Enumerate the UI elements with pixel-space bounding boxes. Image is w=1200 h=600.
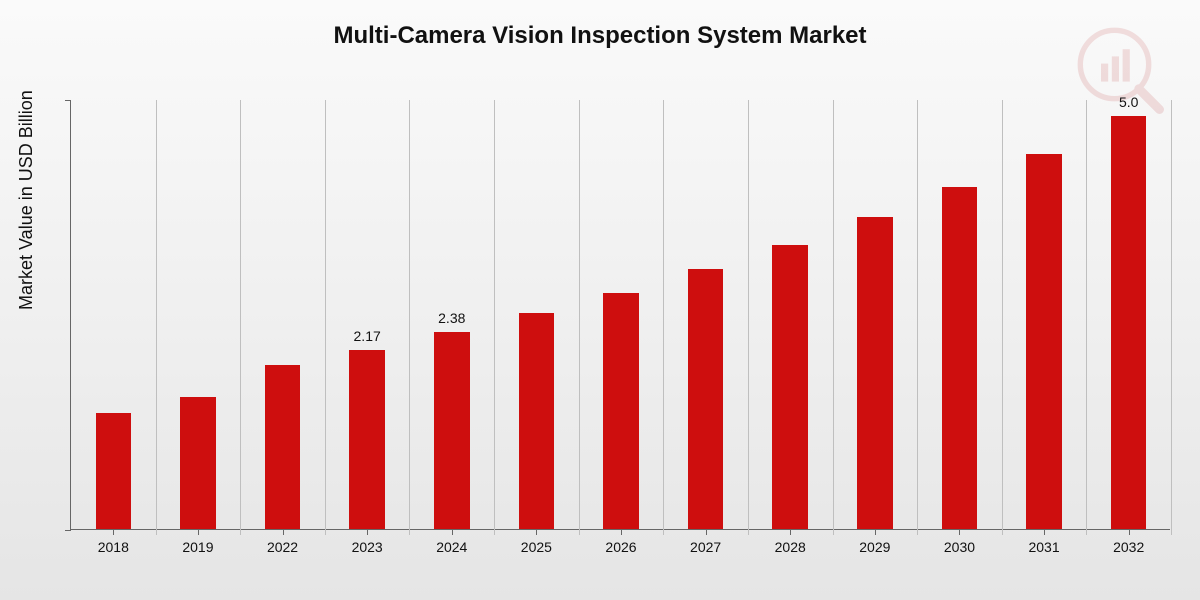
bar [519,313,555,529]
bar [772,245,808,529]
gridline [748,100,749,535]
x-axis-label: 2028 [775,539,806,555]
bar-value-label: 5.0 [1119,94,1138,110]
x-axis-label: 2031 [1028,539,1059,555]
x-tick [1129,529,1130,535]
gridline [1171,100,1172,535]
bar-value-label: 2.38 [438,310,465,326]
y-axis-label: Market Value in USD Billion [16,90,37,310]
gridline [663,100,664,535]
gridline [240,100,241,535]
x-tick [1044,529,1045,535]
x-tick [875,529,876,535]
x-tick [536,529,537,535]
x-tick [283,529,284,535]
gridline [494,100,495,535]
bar [180,397,216,529]
x-tick [452,529,453,535]
gridline [917,100,918,535]
x-axis-label: 2019 [182,539,213,555]
chart-container: Multi-Camera Vision Inspection System Ma… [0,0,1200,600]
y-tick [65,100,71,101]
x-axis-label: 2027 [690,539,721,555]
bar [688,269,724,529]
bar [96,413,132,529]
x-axis-label: 2026 [605,539,636,555]
y-tick [65,530,71,531]
x-tick [959,529,960,535]
x-axis-label: 2018 [98,539,129,555]
x-tick [706,529,707,535]
bar [857,217,893,529]
bar [434,332,470,529]
gridline [1086,100,1087,535]
bar [1026,154,1062,529]
x-axis-label: 2023 [352,539,383,555]
x-axis-label: 2022 [267,539,298,555]
bar [349,350,385,529]
x-axis-label: 2032 [1113,539,1144,555]
x-axis-label: 2030 [944,539,975,555]
bar [942,187,978,529]
bar-value-label: 2.17 [354,328,381,344]
gridline [579,100,580,535]
bar [1111,116,1147,529]
x-tick [367,529,368,535]
gridline [409,100,410,535]
gridline [833,100,834,535]
x-tick [113,529,114,535]
gridline [325,100,326,535]
bar [603,293,639,530]
gridline [156,100,157,535]
x-axis-label: 2024 [436,539,467,555]
chart-title: Multi-Camera Vision Inspection System Ma… [0,22,1200,50]
x-axis-label: 2025 [521,539,552,555]
bar [265,365,301,529]
x-tick [198,529,199,535]
plot-area: 20182019202220232.1720242.38202520262027… [70,100,1170,530]
x-tick [790,529,791,535]
gridline [1002,100,1003,535]
x-tick [621,529,622,535]
x-axis-label: 2029 [859,539,890,555]
